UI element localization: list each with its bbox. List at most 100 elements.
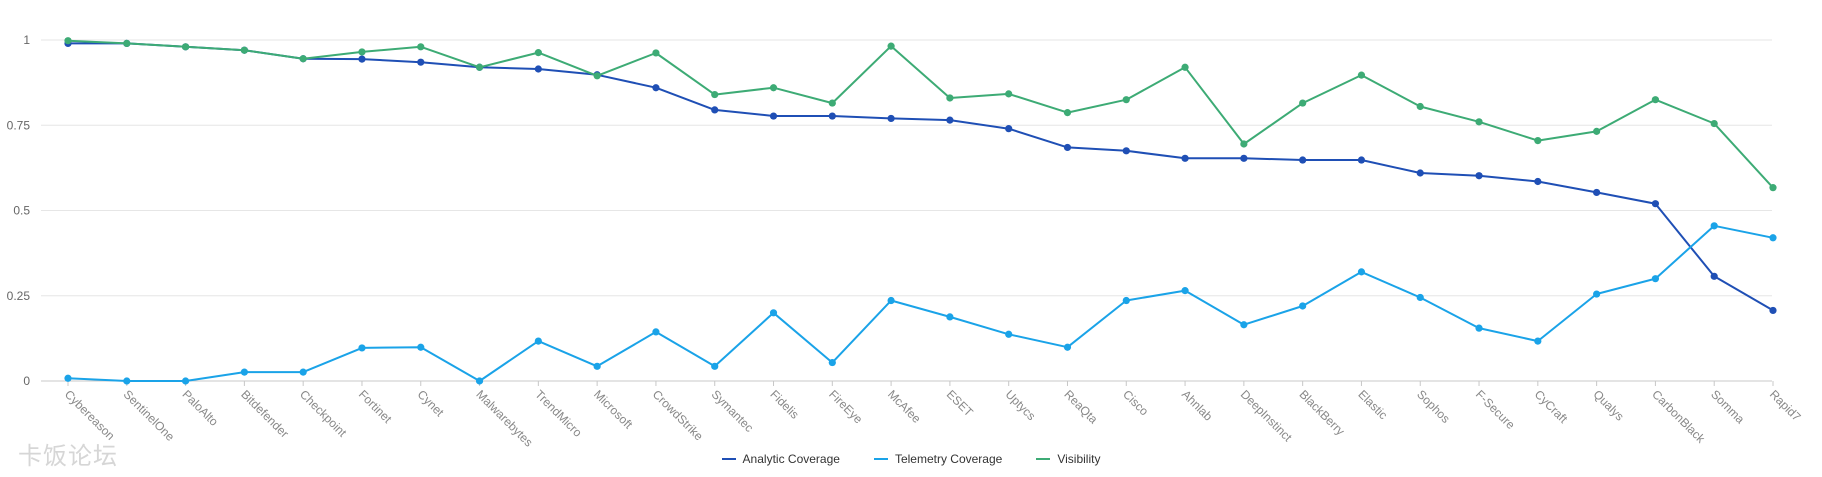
x-tick-label-1: SentinelOne bbox=[121, 387, 178, 444]
legend-swatch-telemetry bbox=[873, 458, 888, 460]
legend-item-analytic[interactable]: Analytic Coverage bbox=[721, 452, 840, 466]
data-point-0-5 bbox=[358, 55, 366, 63]
data-point-2-29 bbox=[1769, 184, 1777, 192]
series-line-0 bbox=[68, 42, 1774, 312]
y-tick-label-1: 0.25 bbox=[7, 289, 31, 303]
legend-label-visibility: Visibility bbox=[1057, 452, 1101, 466]
chart-legend: Analytic Coverage Telemetry Coverage Vis… bbox=[0, 452, 1822, 466]
data-point-1-9 bbox=[593, 362, 601, 370]
legend-label-telemetry: Telemetry Coverage bbox=[894, 452, 1003, 466]
series-line-2 bbox=[67, 39, 1774, 189]
data-point-0-24 bbox=[1475, 172, 1483, 180]
data-point-0-11 bbox=[711, 106, 719, 114]
data-point-1-11 bbox=[711, 362, 719, 370]
y-tick-label-0: 0 bbox=[23, 374, 30, 388]
data-point-2-0 bbox=[64, 37, 72, 45]
x-tick-label-4: Checkpoint bbox=[297, 387, 350, 440]
data-point-0-26 bbox=[1593, 188, 1601, 197]
data-point-2-8 bbox=[534, 49, 542, 57]
x-tick-label-21: BlackBerry bbox=[1297, 387, 1348, 438]
data-point-1-22 bbox=[1357, 268, 1366, 276]
x-tick-label-20: DeepInstinct bbox=[1238, 387, 1296, 445]
data-point-1-2 bbox=[181, 377, 190, 385]
data-point-0-20 bbox=[1240, 154, 1248, 162]
x-tick-label-19: Ahnlab bbox=[1179, 387, 1216, 424]
data-point-0-29 bbox=[1769, 306, 1777, 315]
data-point-1-19 bbox=[1181, 287, 1189, 295]
data-point-1-17 bbox=[1063, 343, 1072, 351]
x-tick-label-22: Elastic bbox=[1355, 387, 1390, 422]
x-tick-label-8: TrendMicro bbox=[532, 387, 585, 440]
data-point-2-4 bbox=[299, 55, 307, 63]
series-line-1 bbox=[67, 224, 1774, 382]
data-point-0-27 bbox=[1651, 200, 1660, 208]
data-point-2-21 bbox=[1299, 99, 1307, 107]
data-point-1-28 bbox=[1710, 222, 1718, 230]
x-tick-label-5: Fortinet bbox=[356, 387, 395, 426]
x-tick-label-27: CarbonBlack bbox=[1649, 387, 1708, 446]
watermark: 卡饭论坛 bbox=[18, 442, 118, 470]
data-point-0-22 bbox=[1357, 156, 1366, 164]
legend-item-telemetry[interactable]: Telemetry Coverage bbox=[873, 452, 1003, 466]
data-point-0-16 bbox=[1005, 125, 1013, 133]
data-point-0-6 bbox=[417, 58, 425, 66]
data-point-1-8 bbox=[534, 337, 542, 345]
data-point-1-1 bbox=[123, 377, 131, 385]
data-point-1-23 bbox=[1416, 293, 1424, 302]
x-tick-label-29: Rapid7 bbox=[1767, 387, 1804, 424]
data-point-2-23 bbox=[1416, 102, 1424, 111]
data-point-1-24 bbox=[1475, 324, 1483, 332]
data-point-1-13 bbox=[828, 358, 836, 367]
data-point-2-6 bbox=[417, 43, 425, 51]
data-point-1-21 bbox=[1299, 302, 1307, 310]
data-point-2-9 bbox=[593, 72, 601, 80]
data-point-2-26 bbox=[1593, 127, 1601, 135]
y-tick-label-4: 1 bbox=[23, 33, 30, 47]
data-point-0-19 bbox=[1181, 154, 1189, 162]
x-tick-label-13: FireEye bbox=[826, 387, 865, 426]
data-point-1-20 bbox=[1240, 321, 1248, 329]
data-point-0-15 bbox=[946, 116, 954, 124]
x-tick-label-6: Cynet bbox=[415, 387, 448, 420]
data-point-1-6 bbox=[417, 343, 425, 351]
x-tick-label-14: McAfee bbox=[885, 387, 924, 426]
legend-label-analytic: Analytic Coverage bbox=[742, 452, 840, 466]
data-point-0-10 bbox=[652, 84, 660, 92]
data-point-0-17 bbox=[1063, 143, 1072, 152]
data-point-2-20 bbox=[1240, 140, 1248, 148]
x-tick-label-16: Uptycs bbox=[1003, 387, 1039, 423]
data-point-2-18 bbox=[1122, 96, 1130, 104]
data-point-0-12 bbox=[769, 112, 778, 120]
data-point-0-25 bbox=[1534, 177, 1542, 186]
data-point-1-25 bbox=[1534, 337, 1542, 345]
data-point-2-5 bbox=[358, 48, 366, 56]
x-tick-label-24: F-Secure bbox=[1473, 387, 1518, 432]
data-point-0-8 bbox=[534, 65, 542, 73]
x-tick-label-25: CyCraft bbox=[1532, 387, 1571, 426]
data-point-0-21 bbox=[1299, 156, 1307, 164]
x-tick-label-7: Malwarebytes bbox=[473, 387, 535, 449]
data-point-2-22 bbox=[1357, 71, 1366, 79]
data-point-1-27 bbox=[1651, 275, 1660, 283]
data-point-2-12 bbox=[769, 84, 778, 92]
legend-item-visibility[interactable]: Visibility bbox=[1036, 452, 1100, 466]
y-tick-label-3: 0.75 bbox=[7, 118, 31, 132]
data-point-2-1 bbox=[123, 39, 131, 48]
data-point-2-14 bbox=[887, 42, 895, 50]
data-point-1-5 bbox=[358, 344, 366, 352]
x-tick-label-18: Cisco bbox=[1120, 387, 1151, 418]
x-tick-label-10: CrowdStrike bbox=[650, 387, 706, 443]
data-point-0-18 bbox=[1122, 147, 1130, 155]
data-point-2-24 bbox=[1475, 118, 1483, 126]
x-tick-label-0: Cybereason bbox=[62, 387, 118, 443]
data-point-2-3 bbox=[240, 46, 248, 54]
x-tick-label-23: Sophos bbox=[1414, 387, 1453, 426]
data-point-2-15 bbox=[946, 94, 954, 102]
data-point-2-28 bbox=[1710, 119, 1718, 128]
data-point-0-23 bbox=[1416, 169, 1424, 177]
x-tick-label-28: Somma bbox=[1708, 387, 1747, 426]
data-point-1-29 bbox=[1769, 234, 1777, 242]
x-tick-label-12: Fidelis bbox=[767, 387, 801, 421]
data-point-1-12 bbox=[769, 309, 778, 317]
